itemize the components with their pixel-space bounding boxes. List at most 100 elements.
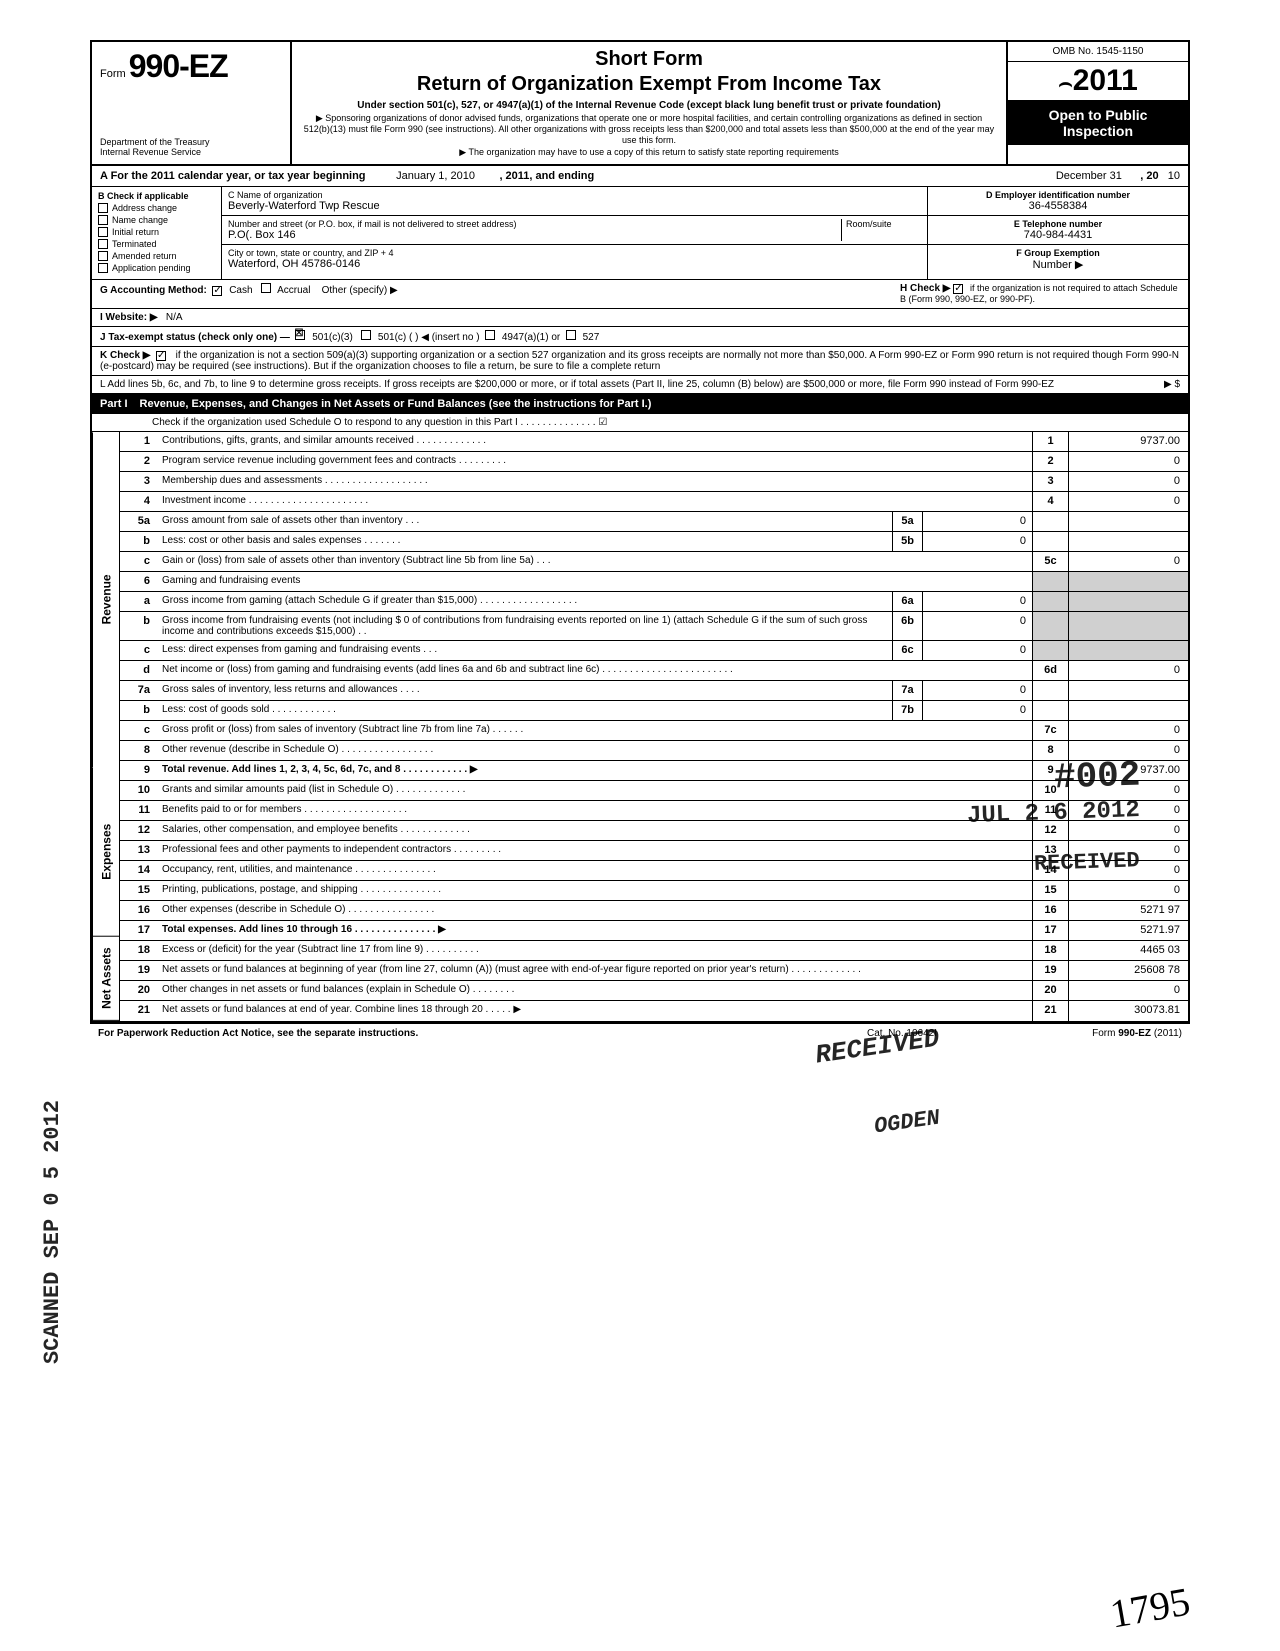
part1-label: Part I	[100, 398, 140, 410]
line-text: Net assets or fund balances at beginning…	[156, 961, 1032, 980]
line-text: Other changes in net assets or fund bala…	[156, 981, 1032, 1000]
line-j: J Tax-exempt status (check only one) — ☒…	[90, 327, 1190, 347]
num-col: 6d	[1032, 661, 1068, 680]
form-prefix: Form	[100, 68, 126, 80]
val-col: 0	[1068, 472, 1188, 491]
val-col	[1068, 701, 1188, 720]
d-label: D Employer identification number	[934, 190, 1182, 200]
table-row: 15Printing, publications, postage, and s…	[120, 881, 1188, 901]
val-col	[1068, 641, 1188, 660]
num-col: 16	[1032, 901, 1068, 920]
checkbox[interactable]	[98, 263, 108, 273]
num-col: 18	[1032, 941, 1068, 960]
note2: ▶ The organization may have to use a cop…	[302, 147, 996, 158]
col-c: C Name of organization Beverly-Waterford…	[222, 187, 928, 279]
addr-value: P.O(. Box 146	[228, 229, 841, 241]
val-col: 0	[1068, 492, 1188, 511]
num-col: 7c	[1032, 721, 1068, 740]
l-text: L Add lines 5b, 6c, and 7b, to line 9 to…	[100, 379, 1120, 390]
line-no: 18	[120, 941, 156, 960]
checkbox[interactable]	[98, 215, 108, 225]
table-row: 9Total revenue. Add lines 1, 2, 3, 4, 5c…	[120, 761, 1188, 781]
colB-header: B Check if applicable	[98, 191, 215, 201]
line-text: Grants and similar amounts paid (list in…	[156, 781, 1032, 800]
open-public: Open to Public Inspection	[1008, 101, 1188, 145]
line-i: I Website: ▶ N/A	[90, 309, 1190, 327]
line-text: Investment income . . . . . . . . . . . …	[156, 492, 1032, 511]
j-cb4[interactable]	[566, 330, 576, 340]
line-text: Gross sales of inventory, less returns a…	[156, 681, 892, 700]
col-de: D Employer identification number 36-4558…	[928, 187, 1188, 279]
cash-checkbox[interactable]	[212, 286, 222, 296]
sub-col: 6c0	[892, 641, 1032, 660]
line-no: c	[120, 721, 156, 740]
line-no: 14	[120, 861, 156, 880]
dept-treasury: Department of the Treasury Internal Reve…	[100, 138, 282, 158]
sub-no: 6b	[893, 612, 923, 640]
j-opt3: 4947(a)(1) or	[502, 332, 560, 343]
k-checkbox[interactable]	[156, 351, 166, 361]
val-col: 9737.00	[1068, 432, 1188, 451]
h-checkbox[interactable]	[953, 284, 963, 294]
num-col: 15	[1032, 881, 1068, 900]
line-text: Occupancy, rent, utilities, and maintena…	[156, 861, 1032, 880]
val-col: 0	[1068, 452, 1188, 471]
table-row: 1Contributions, gifts, grants, and simil…	[120, 432, 1188, 452]
table-row: 8Other revenue (describe in Schedule O) …	[120, 741, 1188, 761]
table-row: 6Gaming and fundraising events	[120, 572, 1188, 592]
return-title: Return of Organization Exempt From Incom…	[302, 73, 996, 96]
j-cb3[interactable]	[485, 330, 495, 340]
part1-table: Revenue Expenses Net Assets 1Contributio…	[90, 432, 1190, 1023]
checkbox[interactable]	[98, 239, 108, 249]
table-row: 14Occupancy, rent, utilities, and mainte…	[120, 861, 1188, 881]
checkbox[interactable]	[98, 251, 108, 261]
table-row: bGross income from fundraising events (n…	[120, 612, 1188, 641]
footer-right: Form 990-EZ (2011)	[1002, 1028, 1182, 1039]
table-row: 7aGross sales of inventory, less returns…	[120, 681, 1188, 701]
j-cb2[interactable]	[361, 330, 371, 340]
table-row: 18Excess or (deficit) for the year (Subt…	[120, 941, 1188, 961]
num-col: 20	[1032, 981, 1068, 1000]
other-label: Other (specify) ▶	[322, 285, 398, 296]
handwritten-1795: 1795	[1107, 1577, 1194, 1637]
line-no: 5a	[120, 512, 156, 531]
row-a: A For the 2011 calendar year, or tax yea…	[90, 166, 1190, 187]
val-col	[1068, 681, 1188, 700]
j-label: J Tax-exempt status (check only one) —	[100, 332, 290, 343]
table-row: 20Other changes in net assets or fund ba…	[120, 981, 1188, 1001]
line-no: 8	[120, 741, 156, 760]
num-col	[1032, 512, 1068, 531]
line-text: Total revenue. Add lines 1, 2, 3, 4, 5c,…	[156, 761, 1032, 780]
sub-val: 0	[923, 681, 1032, 700]
rowA-prefix: A For the 2011 calendar year, or tax yea…	[100, 170, 366, 182]
sub-col: 5a0	[892, 512, 1032, 531]
line-text: Salaries, other compensation, and employ…	[156, 821, 1032, 840]
line-text: Net assets or fund balances at end of ye…	[156, 1001, 1032, 1021]
sub-no: 7a	[893, 681, 923, 700]
val-col: 5271 97	[1068, 901, 1188, 920]
colB-item: Address change	[98, 203, 215, 213]
room-label: Room/suite	[846, 219, 921, 229]
table-row: 4Investment income . . . . . . . . . . .…	[120, 492, 1188, 512]
header-row: Form 990-EZ Department of the Treasury I…	[90, 40, 1190, 166]
checkbox-label: Address change	[112, 203, 177, 213]
val-col: 0	[1068, 801, 1188, 820]
form-990ez: Form 990-EZ Department of the Treasury I…	[90, 40, 1190, 1043]
line-text: Less: direct expenses from gaming and fu…	[156, 641, 892, 660]
accrual-checkbox[interactable]	[261, 283, 271, 293]
rowA-endmonth: December 31	[1056, 170, 1122, 182]
line-no: 16	[120, 901, 156, 920]
j-cb1[interactable]: ☒	[295, 330, 305, 340]
sub-val: 0	[923, 641, 1032, 660]
accrual-label: Accrual	[277, 285, 310, 296]
checkbox[interactable]	[98, 227, 108, 237]
footer-center: Cat. No. 10642I	[802, 1028, 1002, 1039]
line-text: Program service revenue including govern…	[156, 452, 1032, 471]
checkbox[interactable]	[98, 203, 108, 213]
num-col: 8	[1032, 741, 1068, 760]
val-col: 5271.97	[1068, 921, 1188, 940]
part1-title: Revenue, Expenses, and Changes in Net As…	[140, 398, 652, 410]
val-col	[1068, 612, 1188, 640]
line-no: 4	[120, 492, 156, 511]
num-col: 9	[1032, 761, 1068, 780]
